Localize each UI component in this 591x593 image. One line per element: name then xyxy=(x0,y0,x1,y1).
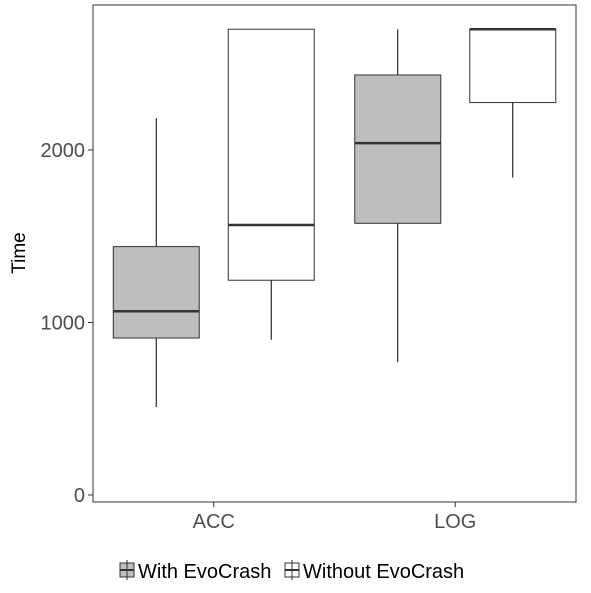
box xyxy=(469,28,557,104)
box xyxy=(227,28,315,281)
legend: With EvoCrash Without EvoCrash xyxy=(119,560,464,583)
box xyxy=(112,246,200,339)
legend-label: Without EvoCrash xyxy=(303,561,464,583)
box xyxy=(354,74,442,224)
x-tick-label: ACC xyxy=(193,511,235,533)
boxes xyxy=(112,28,557,408)
legend-label: With EvoCrash xyxy=(138,561,271,583)
x-tick-label: LOG xyxy=(434,511,476,533)
y-tick-label: 1000 xyxy=(41,313,86,335)
y-tick-label: 0 xyxy=(74,485,85,507)
y-tick-label: 2000 xyxy=(41,140,86,162)
y-axis-title: Time xyxy=(9,232,30,274)
y-axis: 0 1000 2000 xyxy=(41,140,93,507)
x-axis: ACC LOG xyxy=(193,502,476,533)
